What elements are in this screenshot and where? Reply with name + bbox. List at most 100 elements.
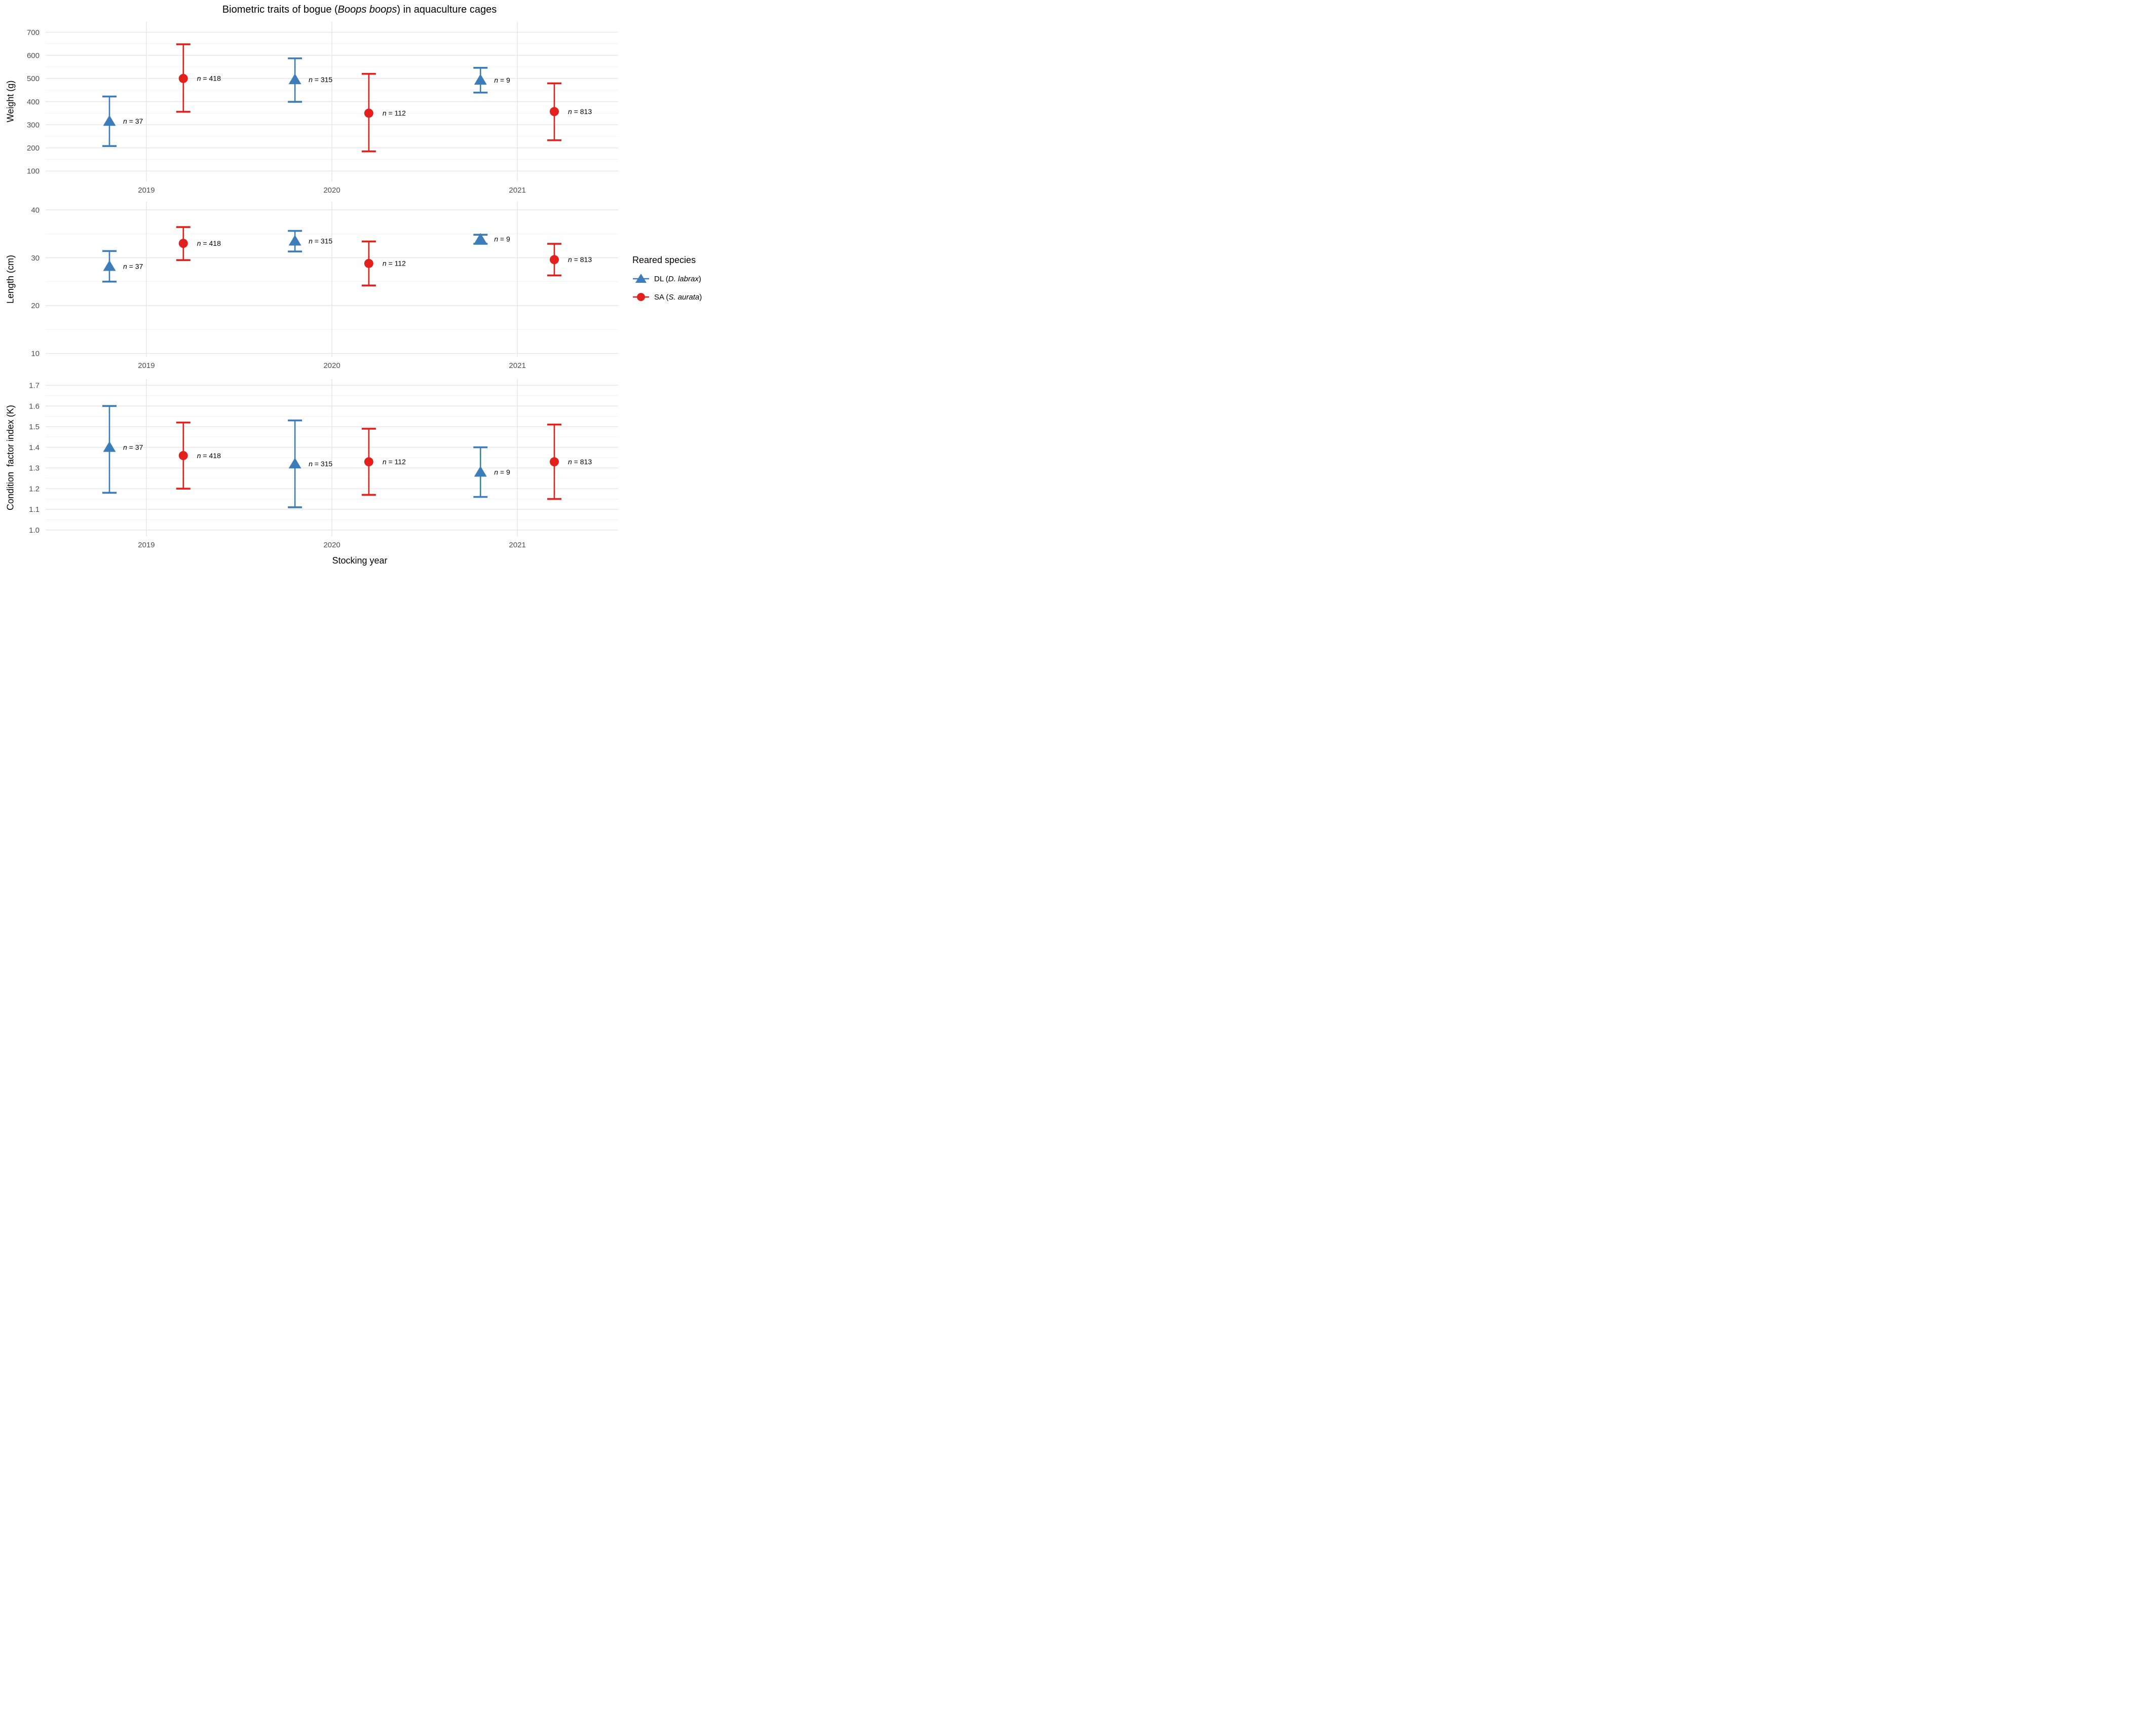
circle-marker [550, 107, 559, 117]
x-tick-label: 2020 [323, 186, 340, 195]
n-label: n = 315 [309, 237, 332, 245]
errorbar-point: n = 112 [361, 428, 406, 496]
triangle-marker [103, 115, 116, 126]
triangle-marker [474, 233, 487, 244]
n-label: n = 37 [123, 443, 143, 452]
errorbar-point: n = 418 [176, 226, 221, 262]
triangle-marker [103, 441, 116, 452]
y-tick-label: 1.2 [29, 485, 40, 493]
errorbar-point: n = 418 [176, 421, 221, 490]
errorbar-point: n = 813 [547, 423, 592, 500]
y-tick-label: 1.5 [29, 423, 40, 431]
y-tick-label: 10 [31, 350, 40, 358]
y-tick-label: 400 [27, 98, 40, 106]
n-label: n = 813 [568, 458, 592, 466]
y-tick-labels: 1.0 1.1 1.2 1.3 1.4 1.5 1.6 1.7 [29, 381, 40, 535]
circle-marker [178, 239, 188, 248]
legend-item-dl: DL (D. labrax) [632, 273, 718, 285]
n-label: n = 315 [309, 76, 332, 84]
y-tick-label: 700 [27, 28, 40, 37]
y-tick-label: 1.3 [29, 464, 40, 473]
n-label: n = 418 [197, 452, 221, 460]
circle-marker [364, 108, 373, 118]
errorbar-point: n = 418 [176, 43, 221, 113]
errorbar-point: n = 9 [473, 233, 510, 245]
y-tick-label: 200 [27, 144, 40, 153]
x-tick-label: 2019 [138, 541, 155, 549]
circle-marker [178, 451, 188, 460]
errorbar-point: n = 37 [102, 95, 143, 147]
y-tick-label: 1.1 [29, 505, 40, 514]
y-tick-label: 300 [27, 121, 40, 129]
panel-condition-factor: 1.0 1.1 1.2 1.3 1.4 1.5 1.6 1.7 2019 2020 2021 n = … [29, 379, 618, 549]
errorbar-point: n = 9 [473, 67, 510, 94]
circle-marker [364, 258, 373, 268]
x-tick-label: 2021 [509, 186, 525, 195]
n-label: n = 112 [383, 259, 406, 268]
errorbar-point: n = 9 [473, 446, 510, 498]
x-tick-labels: 2019 2020 2021 [138, 361, 526, 370]
legend-item-sa: SA (S. aurata) [632, 291, 718, 303]
y-tick-labels: 10 20 30 40 [31, 206, 40, 358]
figure: Biometric traits of bogue (Boops boops) … [0, 0, 719, 570]
chart-title: Biometric traits of bogue (Boops boops) … [0, 4, 719, 16]
legend: Reared species DL (D. labrax) SA (S. aur… [632, 255, 718, 303]
legend-label-sa: SA (S. aurata) [654, 292, 702, 302]
gridlines-major [46, 22, 618, 181]
n-label: n = 37 [123, 262, 143, 270]
y-tick-label: 100 [27, 167, 40, 176]
x-tick-label: 2020 [323, 541, 340, 549]
n-label: n = 813 [568, 107, 592, 116]
circle-errorbar-icon [633, 293, 649, 301]
series-sa: n = 418 n = 112 n = 813 [176, 226, 592, 287]
legend-label-dl: DL (D. labrax) [654, 274, 701, 283]
triangle-marker [474, 466, 487, 477]
errorbar-point: n = 315 [288, 230, 332, 253]
x-tick-labels: 2019 2020 2021 [138, 541, 526, 549]
triangle-marker [288, 73, 301, 85]
gridlines-major [46, 202, 618, 357]
errorbar-point: n = 112 [361, 240, 406, 287]
x-tick-label: 2021 [509, 361, 525, 370]
x-tick-label: 2021 [509, 541, 525, 549]
triangle-marker [288, 235, 301, 246]
triangle-marker [288, 458, 301, 469]
n-label: n = 9 [494, 468, 510, 476]
y-tick-label: 1.7 [29, 381, 40, 390]
chart-title-prefix: Biometric traits of bogue ( [222, 4, 338, 15]
triangle-marker [103, 260, 116, 271]
series-dl: n = 37 n = 315 n = 9 [102, 57, 510, 147]
y-tick-label: 20 [31, 302, 40, 310]
circle-marker [178, 73, 188, 83]
errorbar-point: n = 315 [288, 419, 332, 508]
gridlines-major [46, 379, 618, 536]
y-tick-label: 1.4 [29, 443, 40, 452]
x-tick-label: 2020 [323, 361, 340, 370]
series-dl: n = 37 n = 315 n = 9 [102, 405, 510, 508]
n-label: n = 112 [383, 109, 406, 117]
x-tick-label: 2019 [138, 361, 155, 370]
y-tick-label: 1.6 [29, 402, 40, 411]
series-sa: n = 418 n = 112 n = 813 [176, 43, 592, 153]
y-tick-label: 600 [27, 51, 40, 60]
circle-marker [550, 457, 559, 467]
errorbar-point: n = 37 [102, 250, 143, 283]
n-label: n = 315 [309, 460, 332, 468]
n-label: n = 9 [494, 76, 510, 84]
circle-marker [550, 255, 559, 265]
chart-title-species: Boops boops [337, 4, 397, 15]
errorbar-point: n = 112 [361, 72, 406, 153]
triangle-errorbar-icon [633, 274, 649, 283]
y-tick-label: 40 [31, 206, 40, 214]
y-tick-label: 500 [27, 75, 40, 83]
legend-title: Reared species [632, 255, 696, 265]
errorbar-point: n = 315 [288, 57, 332, 103]
x-tick-labels: 2019 2020 2021 [138, 186, 526, 195]
n-label: n = 418 [197, 239, 221, 247]
errorbar-point: n = 813 [547, 243, 592, 277]
n-label: n = 112 [383, 458, 406, 466]
errorbar-point: n = 37 [102, 405, 143, 494]
